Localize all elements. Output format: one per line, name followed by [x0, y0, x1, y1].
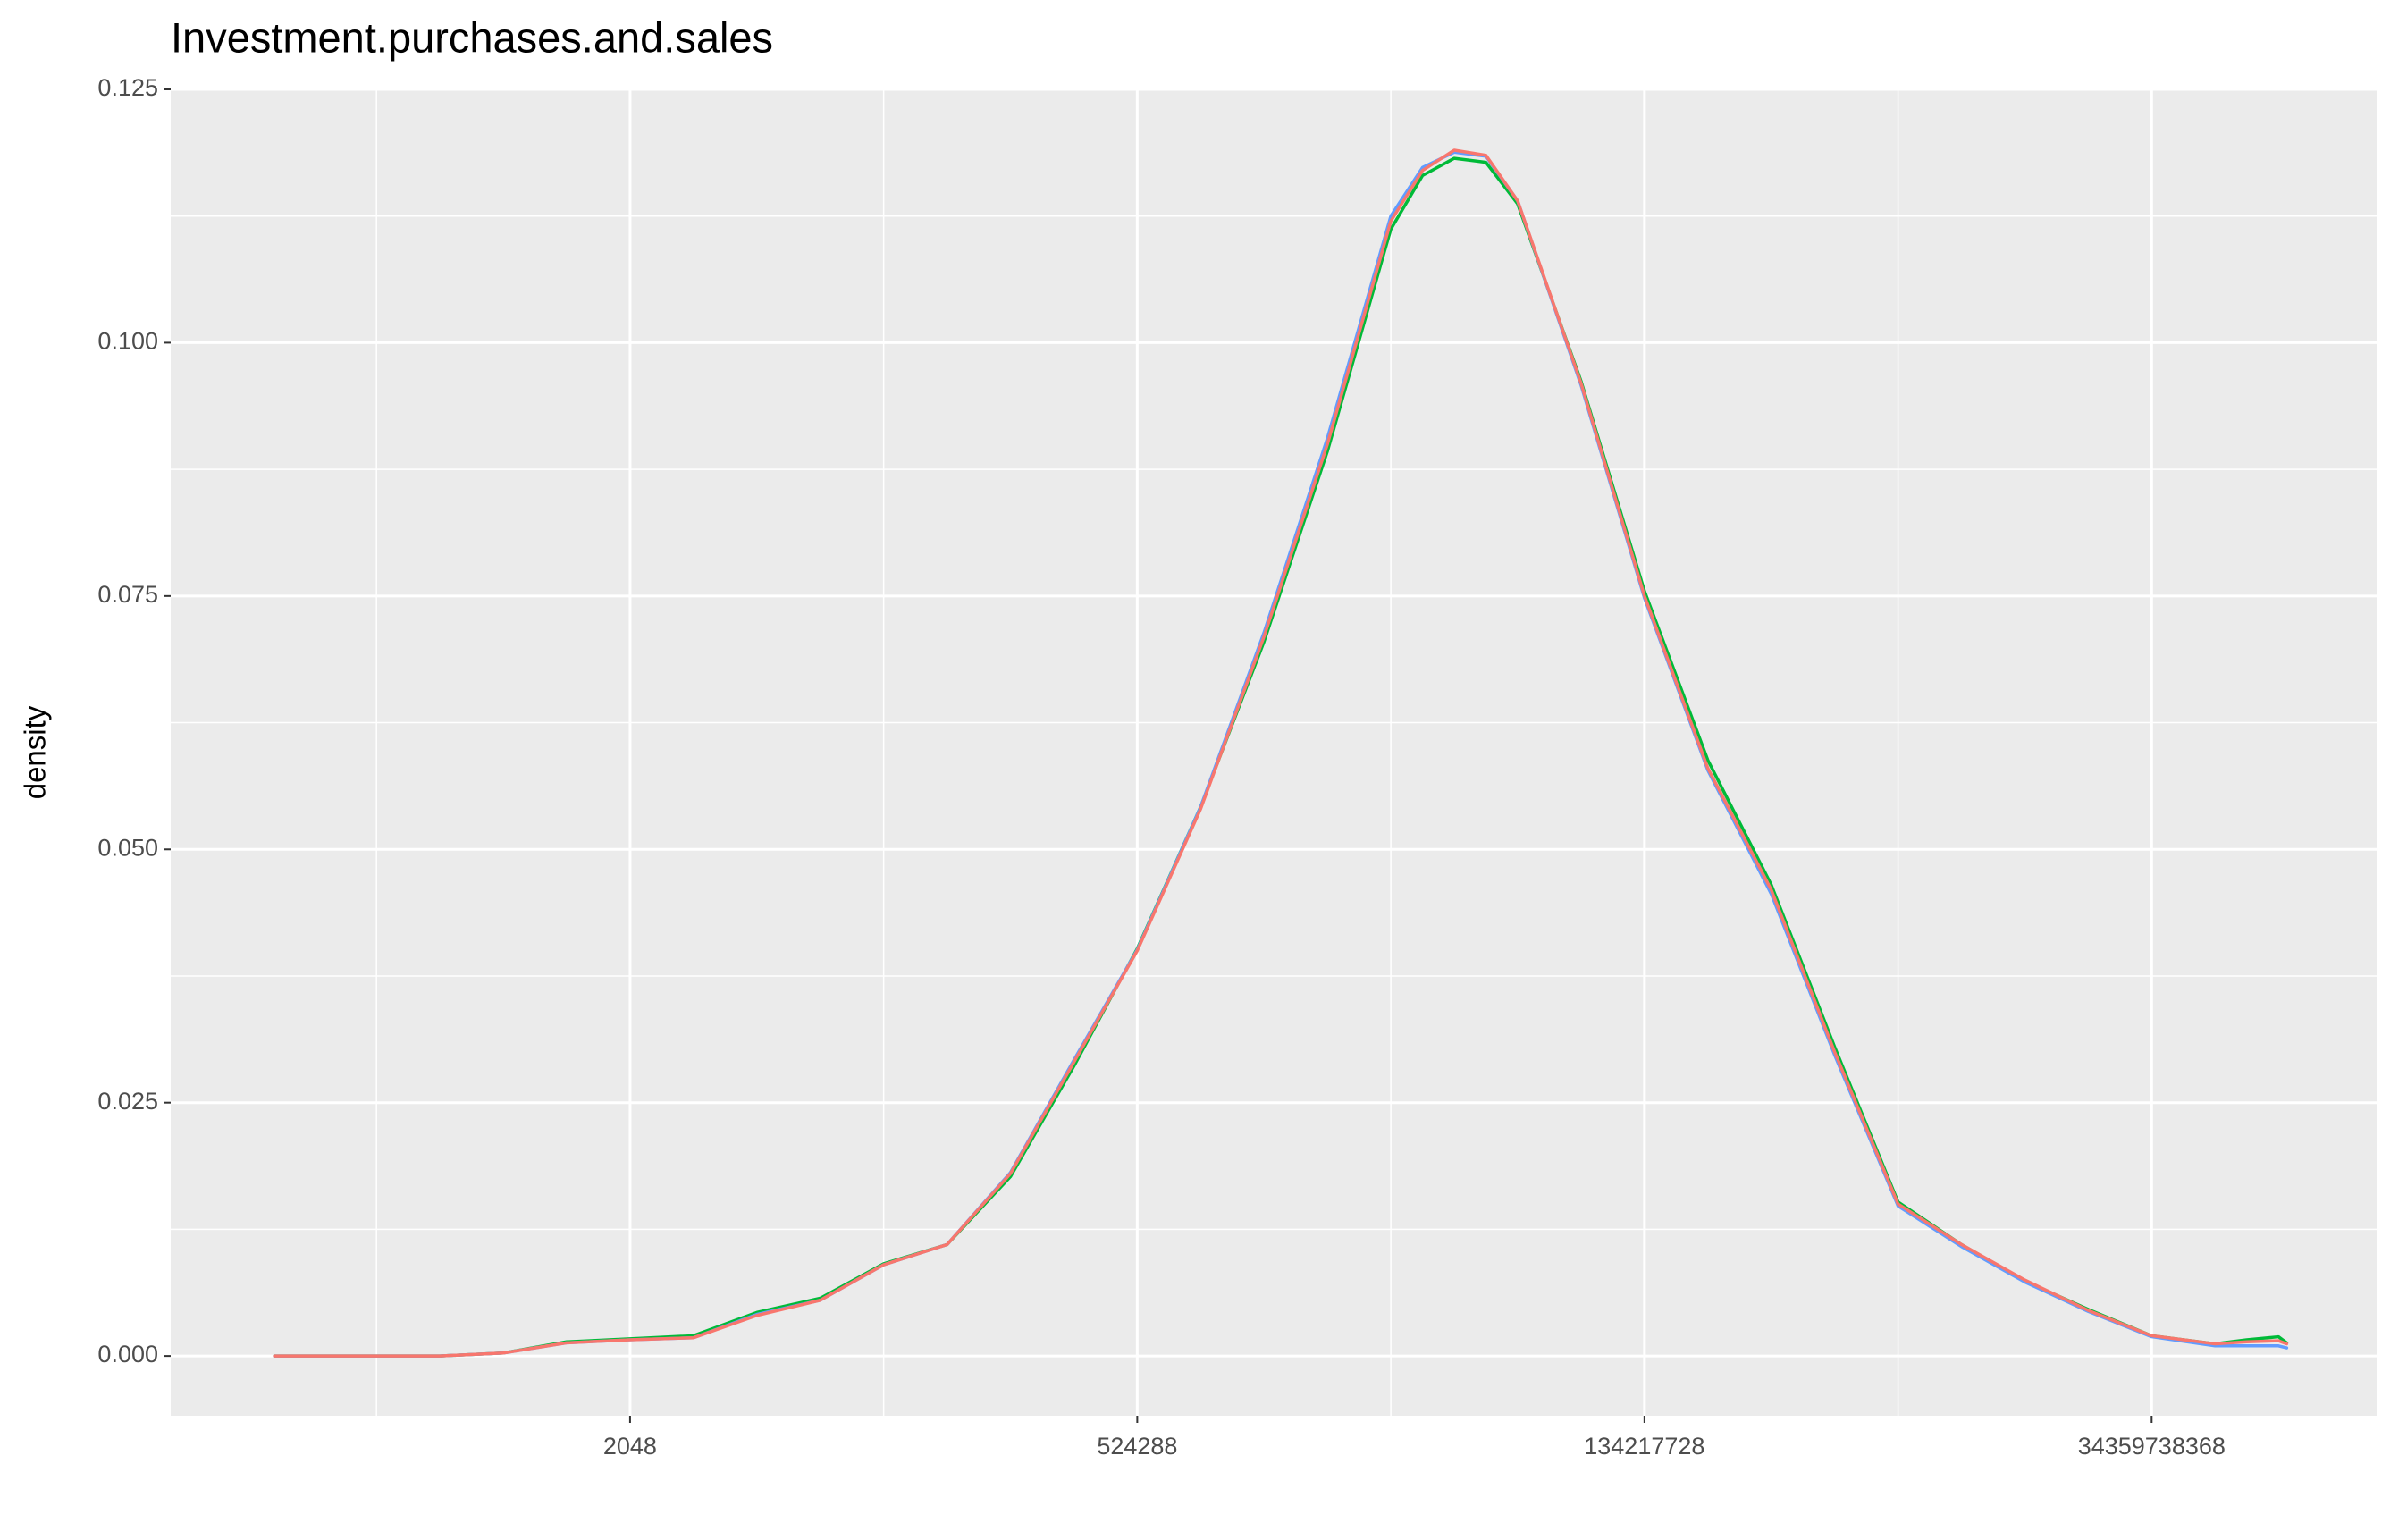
chart-title: Investment.purchases.and.sales — [171, 13, 773, 61]
density-line — [273, 148, 2289, 1358]
x-tick-label: 524288 — [1097, 1433, 1177, 1460]
y-tick-label: 0.000 — [97, 1341, 158, 1367]
x-tick-label: 2048 — [603, 1433, 657, 1460]
y-tick-label: 0.025 — [97, 1088, 158, 1115]
y-axis-label: density — [19, 705, 52, 799]
y-tick-label: 0.100 — [97, 328, 158, 355]
x-tick-label: 134217728 — [1584, 1433, 1704, 1460]
panel — [171, 89, 2377, 1416]
y-tick-label: 0.075 — [97, 581, 158, 608]
y-tick-label: 0.050 — [97, 834, 158, 861]
y-tick-label: 0.125 — [97, 74, 158, 101]
x-tick-label: 34359738368 — [2078, 1433, 2226, 1460]
